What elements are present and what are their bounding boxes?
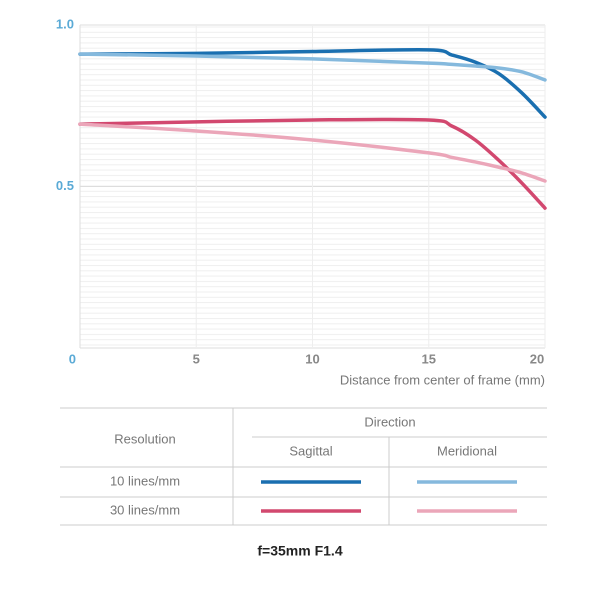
y-tick-label: 1.0: [56, 16, 74, 31]
x-tick-label: 15: [422, 351, 436, 366]
series-line: [78, 52, 547, 82]
column-label: Meridional: [437, 443, 497, 458]
series-line: [78, 47, 547, 119]
column-label: Sagittal: [289, 443, 332, 458]
row-header: Resolution: [114, 431, 175, 446]
caption: f=35mm F1.4: [257, 543, 342, 559]
x-axis-label: Distance from center of frame (mm): [340, 372, 545, 387]
row-label: 30 lines/mm: [110, 502, 180, 517]
x-tick-label: 20: [530, 351, 544, 366]
row-label: 10 lines/mm: [110, 473, 180, 488]
series-line: [78, 122, 547, 183]
legend-table: Resolution Direction: [60, 407, 547, 526]
column-header: Direction: [364, 414, 415, 429]
y-tick-label: 0.5: [56, 178, 74, 193]
x-tick-label: 10: [305, 351, 319, 366]
y-tick-label: 0: [69, 351, 76, 366]
x-tick-label: 5: [193, 351, 200, 366]
